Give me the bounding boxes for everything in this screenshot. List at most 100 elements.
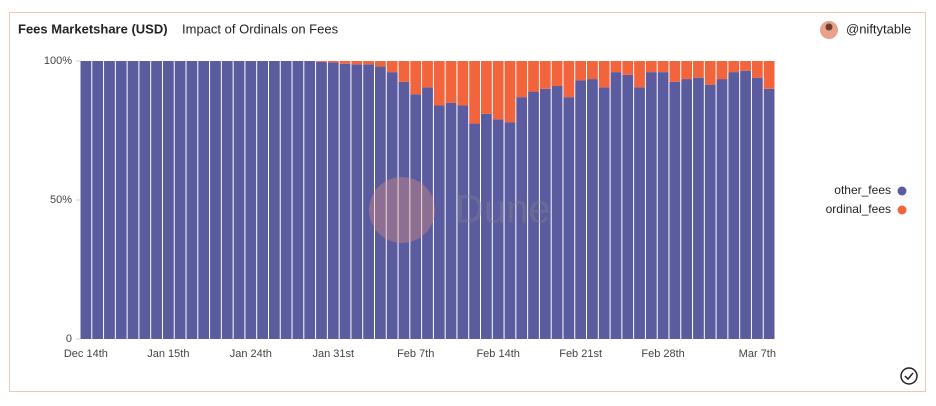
bar-segment <box>127 61 139 339</box>
y-tick-label: 100% <box>44 55 72 67</box>
bar-segment <box>386 72 398 340</box>
bar-segment <box>257 61 268 339</box>
x-tick-label: Feb 28th <box>641 348 684 360</box>
bar-segment <box>115 61 127 339</box>
bar-segment <box>681 79 693 339</box>
bar-segment <box>645 61 657 73</box>
bar-segment <box>587 79 598 339</box>
bar-segment <box>516 61 528 98</box>
check <box>904 372 914 381</box>
bar-segment <box>245 61 257 339</box>
bar-segment <box>210 61 221 339</box>
x-tick-label: Jan 31st <box>312 348 354 360</box>
bar-segment <box>669 61 681 82</box>
bar-segment <box>551 86 563 340</box>
bar-segment <box>374 61 386 67</box>
bar-segment <box>657 61 669 73</box>
bar-segment <box>575 61 587 81</box>
bar-segment <box>292 61 304 339</box>
bar-segment <box>704 84 716 339</box>
bar-segment <box>422 87 433 339</box>
bar-segment <box>433 105 445 339</box>
bar-segment <box>174 61 186 339</box>
bar-segment <box>728 72 740 340</box>
bar-segment <box>716 61 728 80</box>
x-tick-label: Jan 15th <box>147 348 189 360</box>
bar-segment <box>410 94 422 339</box>
bar-segment <box>551 61 563 87</box>
bar-segment <box>316 61 327 340</box>
bar-segment <box>445 61 457 103</box>
watermark-logo <box>369 177 435 243</box>
x-tick-label: Jan 24th <box>230 348 272 360</box>
bar-segment <box>763 88 775 339</box>
bar-segment <box>528 61 539 92</box>
legend-label: other_fees <box>834 183 891 197</box>
bar-segment <box>457 61 469 106</box>
bar-segment <box>740 70 751 339</box>
bar-segment <box>716 79 728 339</box>
bar-segment <box>634 61 645 88</box>
x-tick-label: Dec 14th <box>64 348 108 360</box>
bar-segment <box>728 61 740 73</box>
bar-segment <box>151 61 162 339</box>
bar-segment <box>622 74 634 340</box>
bar-segment <box>504 122 516 339</box>
bar-segment <box>563 97 575 339</box>
bar-segment <box>80 61 92 339</box>
bar-segment <box>457 105 469 339</box>
bar-segment <box>751 77 763 340</box>
bar-segment <box>763 61 775 89</box>
bar-segment <box>162 61 174 339</box>
bar-segment <box>610 61 622 73</box>
bar-segment <box>634 87 645 339</box>
bar-segment <box>433 61 445 106</box>
x-tick-label: Feb 21st <box>559 348 602 360</box>
bar-segment <box>233 61 245 339</box>
bar-segment <box>587 61 598 80</box>
bar-segment <box>598 87 610 339</box>
bar-segment <box>575 80 587 340</box>
bar-segment <box>645 72 657 340</box>
bar-segment <box>339 63 351 339</box>
bar-segment <box>221 61 233 339</box>
bar-segment <box>492 61 504 120</box>
legend-swatch <box>897 205 907 215</box>
bar-segment <box>693 61 704 78</box>
status-icon[interactable] <box>900 367 918 385</box>
legend-swatch <box>897 186 907 196</box>
bar-segment <box>598 61 610 88</box>
x-tick-label: Feb 7th <box>397 348 434 360</box>
bar-segment <box>422 61 433 88</box>
legend-label: ordinal_fees <box>826 202 891 216</box>
bar-segment <box>539 88 551 339</box>
x-tick-label: Feb 14th <box>476 348 519 360</box>
avatar-head <box>825 23 833 31</box>
bar-segment <box>304 61 316 339</box>
plot: 0 50% 100% Dec 14th Jan 15th Jan 24th Jan 31st… <box>44 55 776 360</box>
bar-segment <box>751 61 763 78</box>
bar-segment <box>669 81 681 339</box>
bar-segment <box>339 61 351 64</box>
bar-segment <box>410 61 422 95</box>
bar-segment <box>469 123 481 339</box>
bar-segment <box>693 77 704 340</box>
bar-segment <box>481 113 492 339</box>
bar-segment <box>363 61 374 65</box>
bar-segment <box>374 66 386 339</box>
bar-segment <box>681 61 693 80</box>
bar-segment <box>398 81 410 339</box>
bar-segment <box>104 61 115 339</box>
bar-segment <box>280 61 292 339</box>
author[interactable]: @niftytable <box>846 21 911 36</box>
chart-subtitle: Impact of Ordinals on Fees <box>182 21 339 36</box>
bar-segment <box>528 91 539 339</box>
bar-segment <box>481 61 492 114</box>
bar-segment <box>657 72 669 340</box>
bar-segment <box>445 102 457 339</box>
bar-segment <box>504 61 516 123</box>
bar-segment <box>186 61 198 339</box>
bar-segment <box>539 61 551 89</box>
